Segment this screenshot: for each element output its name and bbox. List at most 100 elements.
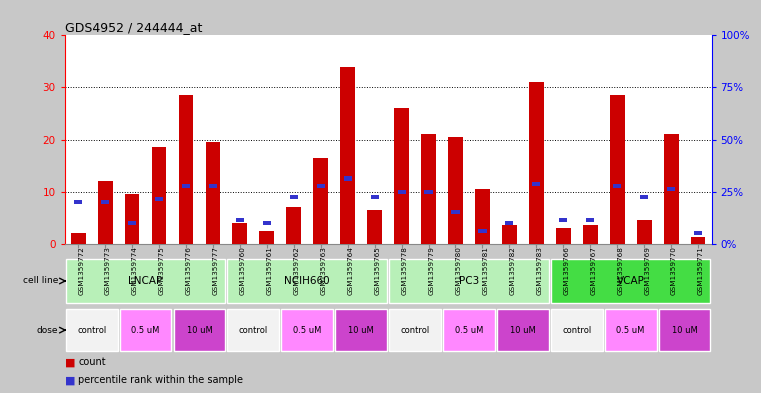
Text: GSM1359774: GSM1359774 [132, 246, 138, 295]
Bar [451, 210, 460, 215]
Bar [209, 184, 217, 189]
Text: GSM1359768: GSM1359768 [617, 246, 623, 295]
Text: 0.5 uM: 0.5 uM [616, 326, 645, 334]
Bar [551, 259, 711, 303]
Text: GSM1359761: GSM1359761 [267, 246, 273, 295]
Text: GSM1359776: GSM1359776 [186, 246, 192, 295]
Bar [479, 229, 486, 233]
Text: GSM1359780: GSM1359780 [456, 246, 461, 295]
Bar [263, 221, 271, 225]
Bar [128, 221, 136, 225]
Text: control: control [77, 326, 107, 334]
Bar [475, 189, 490, 244]
Bar [532, 182, 540, 186]
Text: GSM1359782: GSM1359782 [509, 246, 515, 295]
Bar [583, 226, 597, 244]
Bar [394, 108, 409, 244]
Bar [389, 259, 549, 303]
Bar [659, 309, 711, 351]
Text: GSM1359763: GSM1359763 [320, 246, 326, 295]
Text: 0.5 uM: 0.5 uM [132, 326, 160, 334]
Bar [425, 189, 432, 194]
Text: GSM1359766: GSM1359766 [563, 246, 569, 295]
Bar [613, 184, 621, 189]
Bar [151, 147, 167, 244]
Text: 0.5 uM: 0.5 uM [455, 326, 483, 334]
Bar [282, 309, 333, 351]
Text: GSM1359767: GSM1359767 [591, 246, 597, 295]
Bar [497, 309, 549, 351]
Bar [637, 220, 651, 244]
Bar [397, 189, 406, 194]
Bar [228, 309, 279, 351]
Bar [368, 210, 382, 244]
Text: ■: ■ [65, 357, 75, 367]
Bar [74, 200, 82, 204]
Text: GSM1359772: GSM1359772 [78, 246, 84, 295]
Text: GSM1359770: GSM1359770 [671, 246, 677, 295]
Bar [610, 95, 625, 244]
Bar [640, 195, 648, 199]
Bar [182, 184, 190, 189]
Text: GSM1359775: GSM1359775 [159, 246, 165, 295]
Bar [317, 184, 325, 189]
Text: PC3: PC3 [459, 276, 479, 286]
Bar [97, 181, 113, 244]
Bar [260, 231, 274, 244]
Bar [667, 187, 675, 191]
Text: GSM1359762: GSM1359762 [294, 246, 300, 295]
Text: GSM1359765: GSM1359765 [374, 246, 380, 295]
Bar [505, 221, 514, 225]
Bar [605, 309, 657, 351]
Bar [232, 223, 247, 244]
Text: 0.5 uM: 0.5 uM [293, 326, 321, 334]
Text: GSM1359778: GSM1359778 [402, 246, 408, 295]
Text: control: control [562, 326, 591, 334]
Bar [691, 237, 705, 244]
Bar [179, 95, 193, 244]
Bar [314, 158, 328, 244]
Bar [205, 142, 221, 244]
Bar [448, 137, 463, 244]
Text: GSM1359764: GSM1359764 [348, 246, 354, 295]
Bar [101, 200, 109, 204]
Text: GSM1359769: GSM1359769 [644, 246, 650, 295]
Text: GSM1359781: GSM1359781 [482, 246, 489, 295]
Text: percentile rank within the sample: percentile rank within the sample [78, 375, 244, 386]
Text: GSM1359779: GSM1359779 [428, 246, 435, 295]
Bar [174, 309, 225, 351]
Text: 10 uM: 10 uM [510, 326, 536, 334]
Bar [586, 218, 594, 222]
Bar [119, 309, 171, 351]
Text: VCAP: VCAP [616, 276, 645, 286]
Bar [340, 66, 355, 244]
Bar [286, 207, 301, 244]
Text: count: count [78, 357, 106, 367]
Text: dose: dose [37, 326, 59, 334]
Bar [421, 134, 436, 244]
Bar [71, 233, 85, 244]
Text: 10 uM: 10 uM [186, 326, 212, 334]
Bar [694, 231, 702, 235]
Text: ■: ■ [65, 375, 75, 386]
Text: GSM1359771: GSM1359771 [698, 246, 704, 295]
Text: GDS4952 / 244444_at: GDS4952 / 244444_at [65, 21, 202, 34]
Bar [236, 218, 244, 222]
Bar [502, 226, 517, 244]
Text: GSM1359760: GSM1359760 [240, 246, 246, 295]
Text: cell line: cell line [23, 277, 59, 285]
Bar [389, 309, 441, 351]
Text: GSM1359783: GSM1359783 [537, 246, 543, 295]
Text: 10 uM: 10 uM [672, 326, 698, 334]
Text: 10 uM: 10 uM [349, 326, 374, 334]
Bar [371, 195, 379, 199]
Bar [529, 82, 544, 244]
Bar [65, 309, 117, 351]
Text: control: control [400, 326, 430, 334]
Text: GSM1359773: GSM1359773 [105, 246, 111, 295]
Bar [290, 195, 298, 199]
Bar [443, 309, 495, 351]
Bar [559, 218, 568, 222]
Bar [125, 194, 139, 244]
Text: LNCAP: LNCAP [129, 276, 163, 286]
